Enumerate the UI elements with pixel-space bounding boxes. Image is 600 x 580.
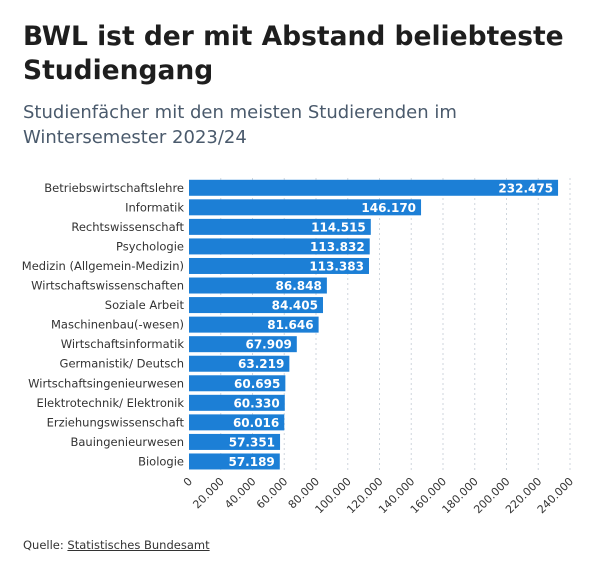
- x-axis-ticks: 020.00040.00060.00080.000100.000120.0001…: [181, 475, 576, 516]
- bars: [189, 179, 559, 470]
- bar: [189, 316, 319, 333]
- bar: [189, 414, 285, 431]
- value-label: 57.351: [229, 435, 275, 449]
- chart-subtitle: Studienfächer mit den meisten Studierend…: [23, 102, 457, 148]
- value-labels: 232.475 146.170 114.515 113.832 113.383 86.84…: [228, 181, 553, 469]
- x-tick-label: 40.000: [222, 475, 258, 511]
- x-tick-label: 20.000: [190, 475, 226, 511]
- value-label: 67.909: [245, 338, 291, 352]
- bar: [189, 453, 280, 470]
- bar: [189, 199, 422, 216]
- value-label: 60.330: [233, 396, 279, 410]
- bar: [189, 375, 286, 392]
- bar: [189, 277, 327, 294]
- bar: [189, 179, 559, 196]
- category-label: Wirtschaftswissenschaften: [31, 279, 184, 293]
- category-label: Elektrotechnik/ Elektronik: [37, 396, 185, 410]
- value-label: 57.189: [228, 455, 274, 469]
- bar: [189, 355, 290, 372]
- bar: [189, 394, 285, 411]
- category-label: Soziale Arbeit: [105, 298, 185, 312]
- chart-title: BWL ist der mit Abstand beliebteste Stud…: [23, 21, 564, 86]
- value-label: 63.219: [238, 357, 284, 371]
- source-label: Quelle:: [23, 538, 64, 552]
- x-tick-label: 0: [181, 475, 195, 489]
- category-labels: Betriebswirtschaftslehre Informatik Rechts…: [22, 181, 185, 469]
- category-label: Informatik: [125, 200, 184, 214]
- source-link[interactable]: Statistisches Bundesamt: [67, 538, 210, 552]
- category-label: Maschinenbau(-wesen): [51, 318, 184, 332]
- value-label: 60.016: [233, 416, 279, 430]
- category-label: Wirtschaftsingenieurwesen: [28, 376, 184, 390]
- category-label: Medizin (Allgemein-Medizin): [22, 259, 184, 273]
- category-label: Biologie: [138, 454, 184, 468]
- value-label: 113.383: [309, 259, 364, 273]
- category-label: Germanistik/ Deutsch: [60, 357, 184, 371]
- bar: [189, 218, 371, 235]
- category-label: Rechtswissenschaft: [71, 220, 184, 234]
- value-label: 114.515: [311, 220, 366, 234]
- category-label: Wirtschaftsinformatik: [61, 337, 185, 351]
- x-tick-label: 60.000: [254, 475, 290, 511]
- category-label: Betriebswirtschaftslehre: [44, 181, 184, 195]
- source-note: Quelle: Statistisches Bundesamt: [23, 538, 210, 552]
- category-label: Erziehungswissenschaft: [47, 415, 185, 429]
- value-label: 81.646: [267, 318, 313, 332]
- bar: [189, 297, 323, 314]
- bar: [189, 433, 281, 450]
- value-label: 86.848: [276, 279, 322, 293]
- value-label: 84.405: [272, 299, 318, 313]
- category-label: Psychologie: [116, 239, 184, 253]
- bar: [189, 336, 297, 353]
- value-label: 113.832: [310, 240, 365, 254]
- value-label: 146.170: [361, 201, 416, 215]
- bar: [189, 238, 370, 255]
- value-label: 60.695: [234, 377, 280, 391]
- bar: [189, 257, 369, 274]
- value-label: 232.475: [498, 181, 553, 195]
- bar-chart: Betriebswirtschaftslehre Informatik Rechts…: [22, 178, 576, 516]
- category-label: Bauingenieurwesen: [71, 435, 185, 449]
